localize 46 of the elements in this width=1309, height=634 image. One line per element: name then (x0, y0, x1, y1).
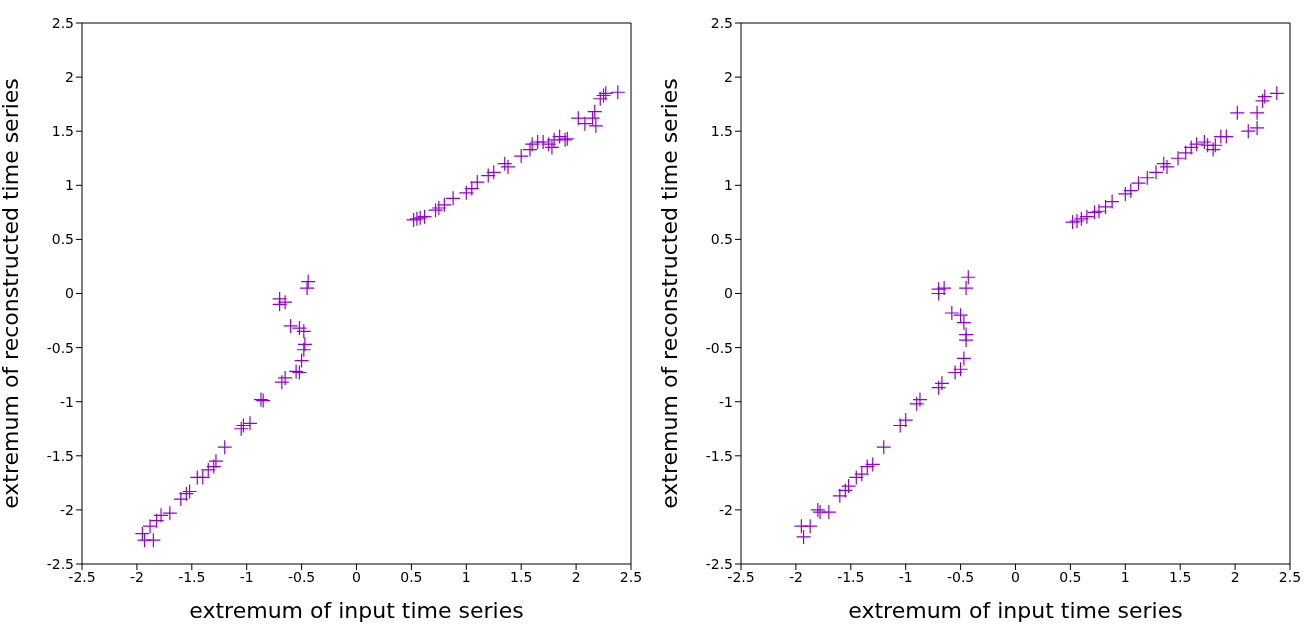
x-tick-label: -1.5 (837, 568, 865, 585)
x-tick-label: -1 (898, 568, 913, 585)
y-tick-label: 2.5 (51, 14, 74, 31)
x-tick-label: 0 (1011, 568, 1020, 585)
y-tick-label: -1 (60, 393, 74, 410)
y-axis-title: extremum of reconstructed time series (656, 78, 682, 509)
y-tick-label: 2 (724, 69, 733, 86)
y-tick-label: 0 (65, 285, 74, 302)
y-tick-label: 2.5 (710, 14, 733, 31)
x-tick-label: -0.5 (287, 568, 316, 585)
y-tick-label: -1.5 (46, 447, 74, 464)
x-tick-label: 0.5 (400, 568, 423, 585)
x-axis-title: extremum of input time series (189, 598, 524, 623)
x-tick-label: 1.5 (1169, 568, 1192, 585)
x-tick-label: 0.5 (1059, 568, 1082, 585)
y-tick-label: -1 (719, 393, 733, 410)
x-tick-label: 2 (1230, 568, 1240, 585)
y-tick-label: 0.5 (710, 231, 733, 248)
y-tick-label: -0.5 (705, 339, 733, 356)
x-tick-label: -2 (129, 568, 144, 585)
x-tick-label: -1 (239, 568, 254, 585)
y-tick-label: -0.5 (46, 339, 74, 356)
y-tick-label: 0.5 (51, 231, 74, 248)
y-tick-label: 1.5 (710, 123, 733, 140)
y-tick-label: 0 (724, 285, 733, 302)
x-tick-label: 1 (461, 568, 471, 585)
x-tick-label: 0 (352, 568, 361, 585)
x-axis-title: extremum of input time series (848, 598, 1183, 623)
x-tick-label: 2 (571, 568, 581, 585)
y-tick-label: 1 (724, 177, 733, 194)
y-tick-label: 1 (65, 177, 74, 194)
y-tick-label: 1.5 (51, 123, 74, 140)
y-tick-label: 2 (65, 69, 74, 86)
x-tick-label: -1.5 (178, 568, 206, 585)
y-tick-label: -1.5 (705, 447, 733, 464)
x-tick-label: 2.5 (619, 568, 643, 585)
y-tick-label: -2 (719, 501, 733, 518)
y-tick-label: -2.5 (705, 555, 733, 572)
x-tick-label: -2 (788, 568, 803, 585)
y-axis-title: extremum of reconstructed time series (0, 78, 23, 509)
y-tick-label: -2 (60, 501, 74, 518)
x-tick-label: 1.5 (510, 568, 533, 585)
y-tick-label: -2.5 (46, 555, 74, 572)
x-tick-label: -0.5 (946, 568, 975, 585)
x-tick-label: 1 (1120, 568, 1130, 585)
x-tick-label: 2.5 (1278, 568, 1302, 585)
